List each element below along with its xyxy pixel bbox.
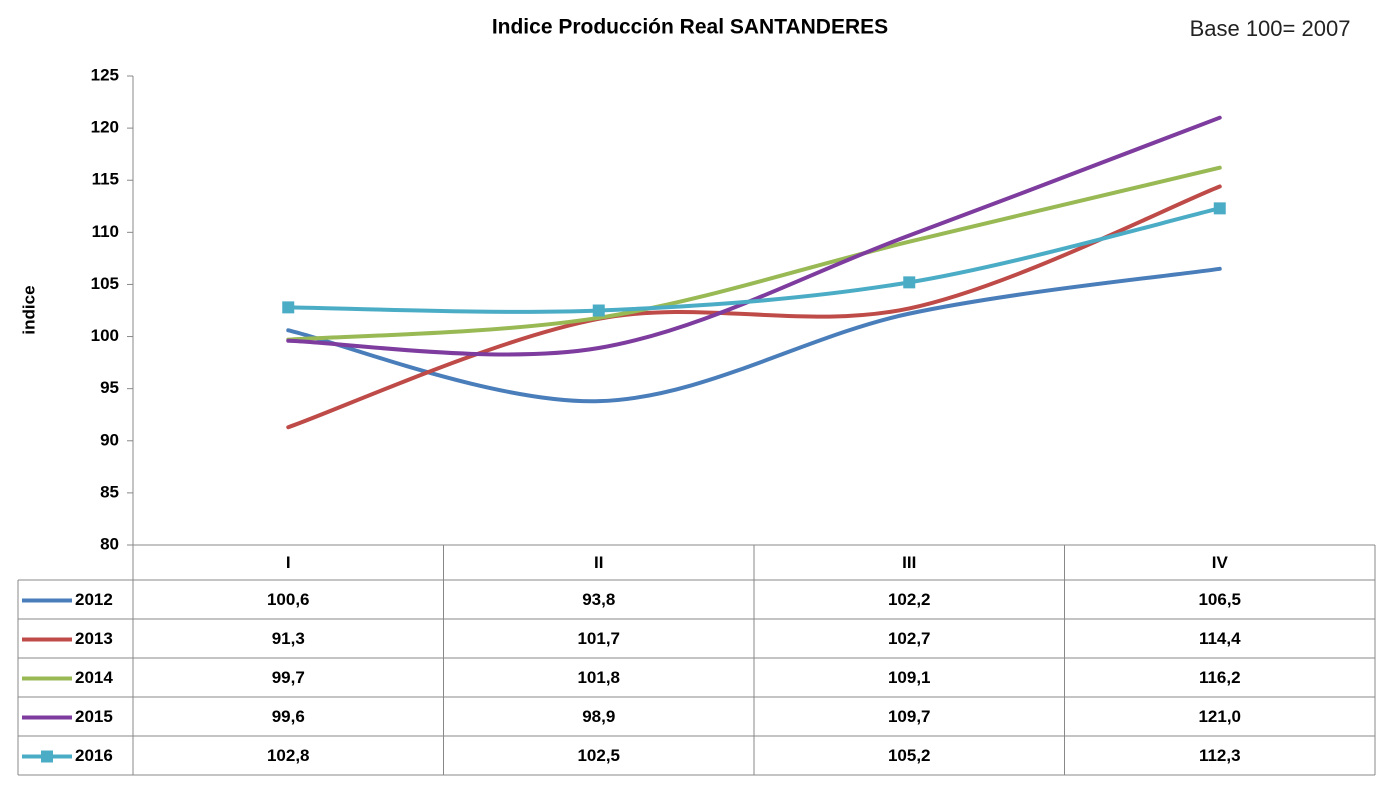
value-label: 112,3 bbox=[1199, 746, 1241, 765]
point-marker bbox=[282, 301, 295, 314]
y-tick-label: 120 bbox=[91, 118, 119, 137]
x-tick-label: IV bbox=[1212, 553, 1229, 572]
value-label: 98,9 bbox=[582, 707, 615, 726]
value-label: 121,0 bbox=[1198, 707, 1241, 726]
y-axis-label: indice bbox=[19, 285, 38, 334]
y-tick-label: 80 bbox=[100, 534, 119, 553]
value-label: 109,7 bbox=[888, 707, 931, 726]
legend-label: 2012 bbox=[75, 590, 113, 609]
x-tick-label: II bbox=[594, 553, 603, 572]
legend-key bbox=[41, 750, 53, 763]
value-label: 99,7 bbox=[272, 668, 305, 687]
value-label: 114,4 bbox=[1199, 629, 1241, 648]
annotation: Base 100= 2007 bbox=[1190, 16, 1351, 41]
y-tick-label: 95 bbox=[100, 378, 119, 397]
y-tick-label: 100 bbox=[91, 326, 119, 345]
value-label: 105,2 bbox=[888, 746, 931, 765]
y-tick-label: 105 bbox=[91, 274, 119, 293]
value-label: 102,7 bbox=[888, 629, 931, 648]
y-tick-label: 125 bbox=[91, 65, 119, 84]
value-label: 101,8 bbox=[577, 668, 620, 687]
value-label: 91,3 bbox=[272, 629, 305, 648]
legend-label: 2016 bbox=[75, 746, 113, 765]
value-label: 106,5 bbox=[1198, 590, 1241, 609]
series-line bbox=[286, 184, 1222, 430]
point-marker bbox=[592, 304, 605, 317]
chart-title: Indice Producción Real SANTANDERES bbox=[492, 16, 888, 39]
value-label: 93,8 bbox=[582, 590, 615, 609]
legend-label: 2014 bbox=[75, 668, 113, 687]
y-tick-label: 110 bbox=[92, 222, 119, 241]
value-label: 102,8 bbox=[267, 746, 310, 765]
series-line bbox=[286, 165, 1222, 342]
value-label: 102,2 bbox=[888, 590, 931, 609]
point-marker bbox=[1213, 202, 1226, 215]
value-label: 99,6 bbox=[272, 707, 305, 726]
x-tick-label: III bbox=[902, 553, 916, 572]
series-line bbox=[286, 206, 1222, 314]
x-tick-label: I bbox=[286, 553, 291, 572]
series-line bbox=[286, 115, 1222, 357]
y-tick-label: 115 bbox=[92, 170, 119, 189]
y-tick-label: 90 bbox=[100, 430, 119, 449]
value-label: 101,7 bbox=[577, 629, 620, 648]
y-tick-label: 85 bbox=[100, 482, 119, 501]
legend-label: 2013 bbox=[75, 629, 113, 648]
value-label: 102,5 bbox=[577, 746, 620, 765]
value-label: 116,2 bbox=[1199, 668, 1241, 687]
value-label: 100,6 bbox=[267, 590, 310, 609]
legend-label: 2015 bbox=[75, 707, 113, 726]
point-marker bbox=[903, 276, 916, 289]
value-label: 109,1 bbox=[888, 668, 931, 687]
